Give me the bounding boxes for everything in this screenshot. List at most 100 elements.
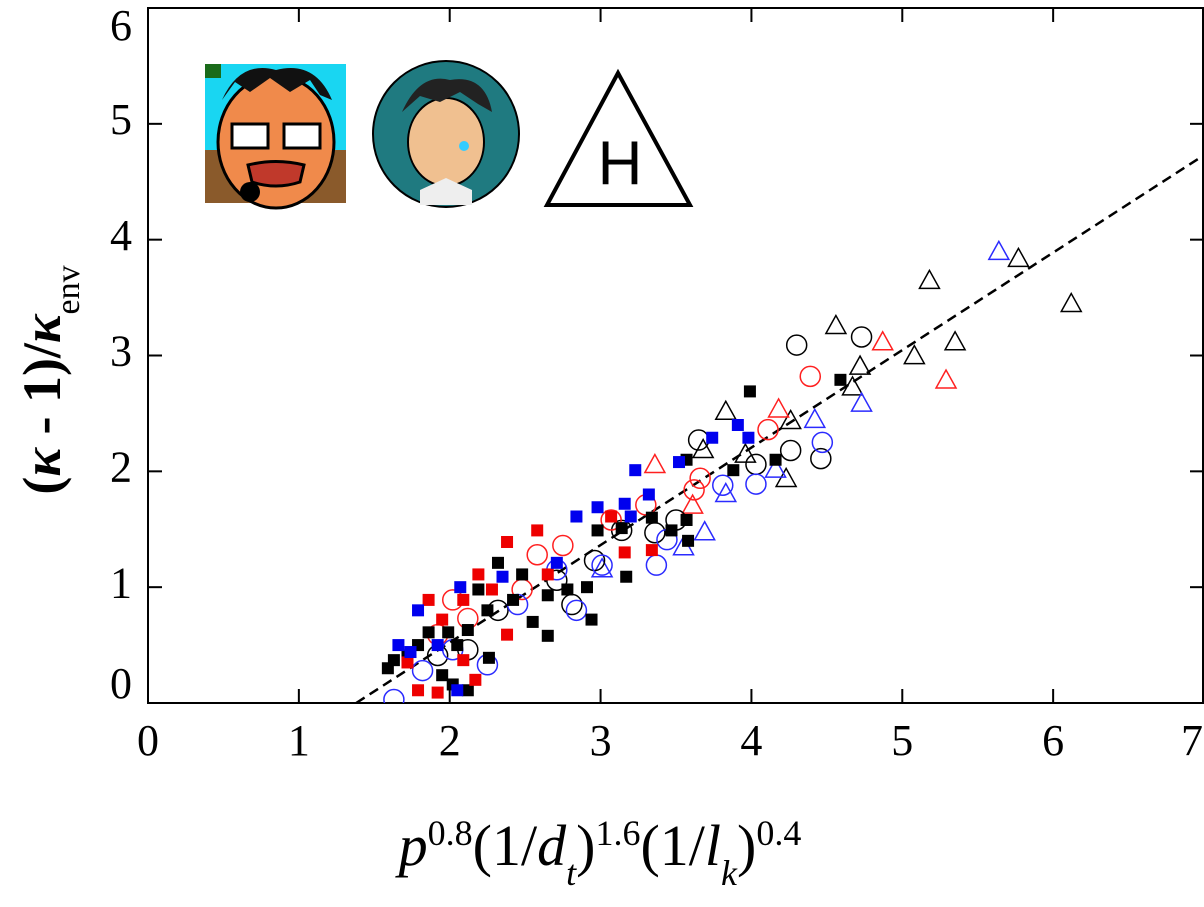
icon-round-face (372, 60, 520, 208)
x-tick-label: 2 (439, 716, 461, 765)
point-triangle (848, 354, 872, 375)
point-square (501, 535, 514, 548)
point-circle (591, 554, 613, 576)
point-square (436, 669, 449, 682)
point-circle (552, 534, 574, 557)
point-circle (745, 473, 767, 495)
point-square (442, 626, 455, 639)
point-square (531, 524, 544, 537)
point-circle (561, 593, 583, 616)
x-tick-label: 1 (288, 716, 310, 765)
point-square (665, 524, 678, 537)
point-circle (411, 659, 434, 682)
icon-box-face (205, 64, 346, 210)
point-square (472, 583, 485, 596)
y-tick-label: 1 (110, 558, 132, 607)
point-square (541, 629, 554, 642)
point-square (501, 628, 514, 641)
point-triangle (693, 520, 716, 541)
point-circle (712, 474, 734, 496)
x-tick-label: 0 (137, 716, 159, 765)
point-square (422, 626, 435, 639)
point-square (451, 684, 464, 697)
point-square (615, 522, 628, 535)
annotation: H (598, 129, 643, 198)
point-triangle (1007, 246, 1030, 268)
point-square (629, 464, 642, 477)
point-circle (383, 688, 405, 703)
point-square (485, 583, 498, 596)
point-square (481, 604, 494, 617)
point-square (454, 581, 467, 594)
point-square (526, 615, 539, 628)
point-circle (785, 334, 808, 356)
point-square (457, 593, 470, 606)
point-square (392, 639, 405, 652)
y-axis-label: (κ - 1)/κenv (12, 265, 87, 494)
x-tick-label: 3 (590, 716, 612, 765)
point-square (461, 624, 474, 637)
point-triangle (803, 407, 827, 429)
point-square (457, 654, 470, 667)
point-square (491, 556, 504, 569)
point-circle (526, 543, 548, 566)
point-square (412, 604, 425, 617)
point-triangle (1059, 291, 1083, 313)
point-circle (683, 479, 705, 501)
point-triangle (643, 452, 667, 474)
point-square (412, 684, 425, 697)
point-triangle (918, 268, 941, 290)
point-square (706, 431, 719, 444)
point-square (431, 639, 444, 652)
point-circle (565, 599, 588, 622)
point-circle (810, 447, 832, 470)
icon-triangle: H (543, 68, 694, 207)
point-square (645, 544, 658, 557)
point-triangle (934, 368, 958, 389)
point-circle (811, 431, 834, 454)
point-square (469, 673, 482, 686)
point-triangle (590, 557, 614, 578)
point-triangle (734, 442, 757, 463)
point-square (591, 524, 604, 537)
x-tick-label: 4 (740, 716, 762, 765)
point-square (404, 646, 417, 659)
point-square (624, 510, 637, 523)
point-square (482, 651, 495, 664)
point-square (834, 373, 847, 386)
point-triangle (987, 239, 1011, 261)
point-square (422, 593, 435, 606)
point-circle (779, 439, 802, 462)
point-triangle (824, 313, 848, 335)
point-circle (850, 326, 873, 348)
point-square (682, 534, 695, 547)
point-square (591, 501, 604, 514)
point-square (680, 513, 693, 526)
point-square (381, 662, 394, 675)
point-square (645, 511, 658, 524)
point-square (580, 581, 593, 594)
point-square (507, 593, 520, 606)
point-triangle (943, 330, 967, 351)
point-triangle (841, 375, 864, 396)
point-triangle (903, 344, 926, 365)
point-square (561, 583, 574, 596)
point-triangle (691, 437, 715, 459)
point-triangle (767, 397, 790, 418)
point-circle (644, 521, 666, 544)
point-square (743, 385, 756, 398)
point-square (570, 510, 583, 523)
x-tick-label: 5 (891, 716, 913, 765)
point-square (731, 419, 744, 431)
point-square (516, 568, 529, 581)
point-square (436, 613, 449, 626)
point-triangle (714, 399, 738, 421)
point-triangle (779, 408, 802, 430)
point-triangle (850, 391, 873, 412)
point-circle (645, 554, 668, 576)
y-tick-label: 4 (110, 211, 132, 260)
point-square (541, 568, 554, 581)
point-circle (757, 418, 779, 441)
point-square (496, 570, 509, 583)
